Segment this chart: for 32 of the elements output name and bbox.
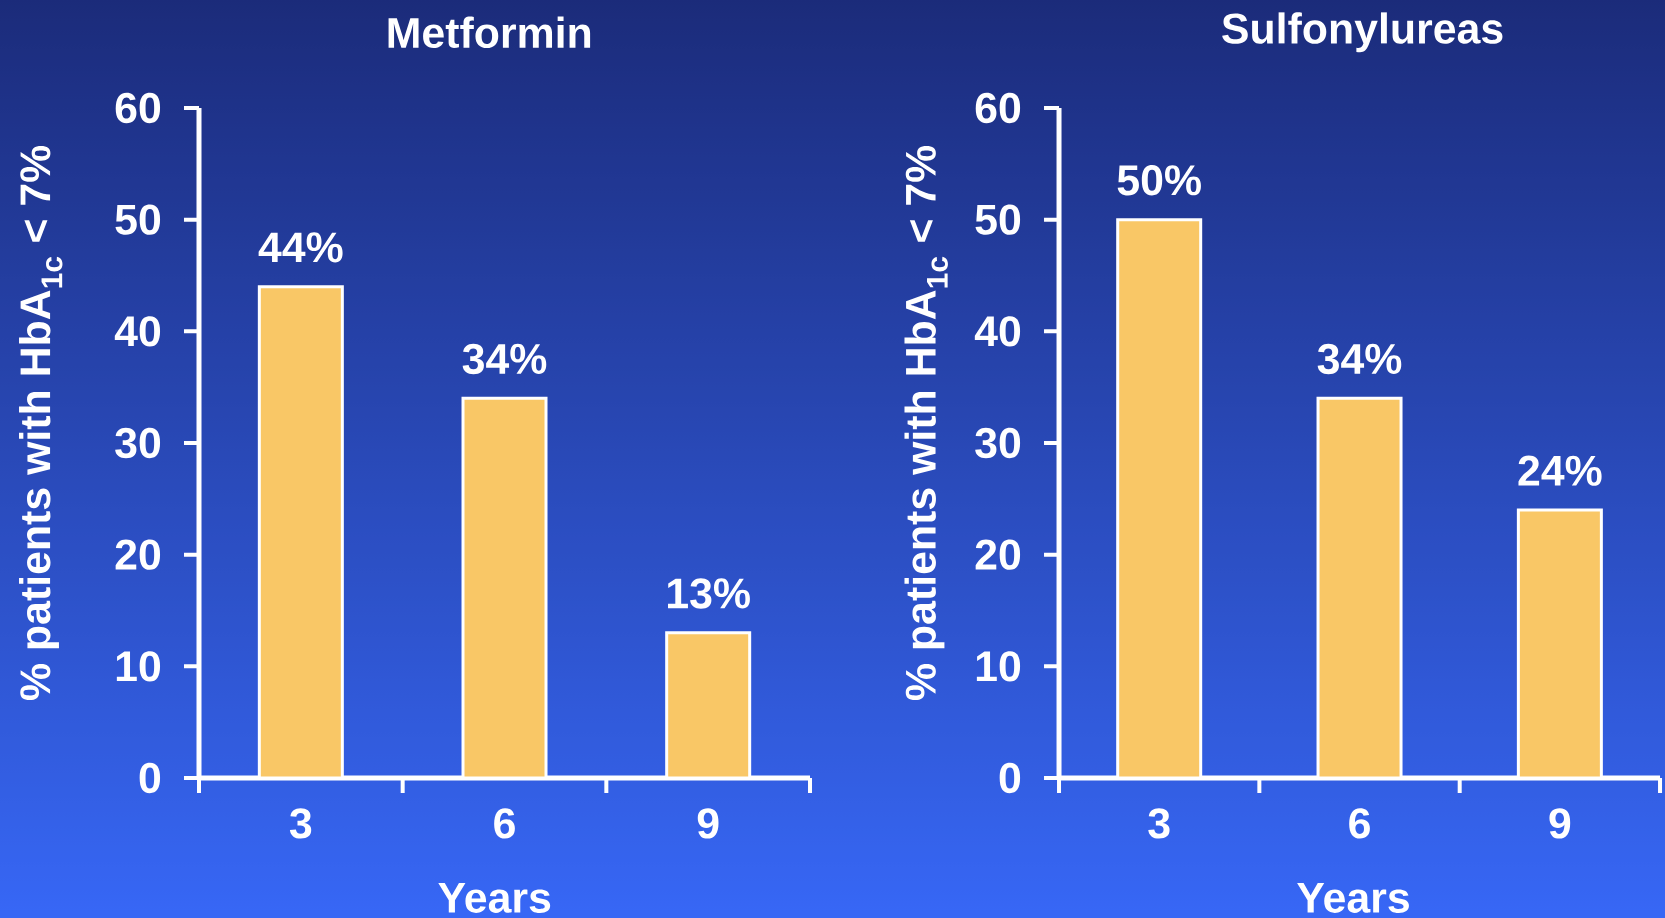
y-tick-label: 60 bbox=[975, 92, 1021, 124]
y-tick-label: 20 bbox=[115, 539, 161, 570]
y-tick-label: 30 bbox=[115, 427, 161, 459]
y-tick-label: 30 bbox=[975, 427, 1021, 459]
data-label: 34% bbox=[462, 343, 547, 375]
x-axis-title: Years bbox=[438, 882, 551, 913]
x-axis-title: Years bbox=[1297, 882, 1409, 913]
x-tick-label: 9 bbox=[1549, 808, 1571, 839]
data-label: 13% bbox=[668, 578, 750, 609]
x-tick-label: 3 bbox=[1148, 808, 1170, 839]
y-tick-label: 40 bbox=[114, 316, 161, 347]
y-axis-title: % patients with HbA$_{1c}$ < 7% bbox=[904, 145, 948, 700]
chart-title: Metformin bbox=[388, 16, 591, 49]
y-tick-label: 10 bbox=[116, 651, 161, 682]
y-axis-title: % patients with HbA$_{1c}$ < 7% bbox=[19, 145, 63, 700]
y-tick-label: 10 bbox=[976, 651, 1021, 682]
x-tick-label: 6 bbox=[1349, 808, 1370, 839]
data-label: 44% bbox=[258, 232, 343, 263]
y-tick-label: 0 bbox=[999, 762, 1021, 794]
x-tick-label: 3 bbox=[289, 808, 312, 839]
y-tick-label: 50 bbox=[975, 204, 1021, 235]
data-label: 24% bbox=[1518, 455, 1602, 486]
y-tick-label: 20 bbox=[975, 539, 1021, 570]
data-label: 50% bbox=[1117, 165, 1201, 196]
data-label: 34% bbox=[1317, 343, 1402, 375]
chart-title: Sulfonylureas bbox=[1222, 12, 1503, 53]
x-tick-label: 9 bbox=[697, 808, 719, 839]
y-tick-label: 40 bbox=[974, 316, 1021, 347]
x-tick-label: 6 bbox=[494, 808, 515, 839]
y-tick-label: 0 bbox=[139, 762, 161, 794]
y-tick-label: 60 bbox=[115, 92, 161, 124]
y-tick-label: 50 bbox=[115, 204, 161, 235]
